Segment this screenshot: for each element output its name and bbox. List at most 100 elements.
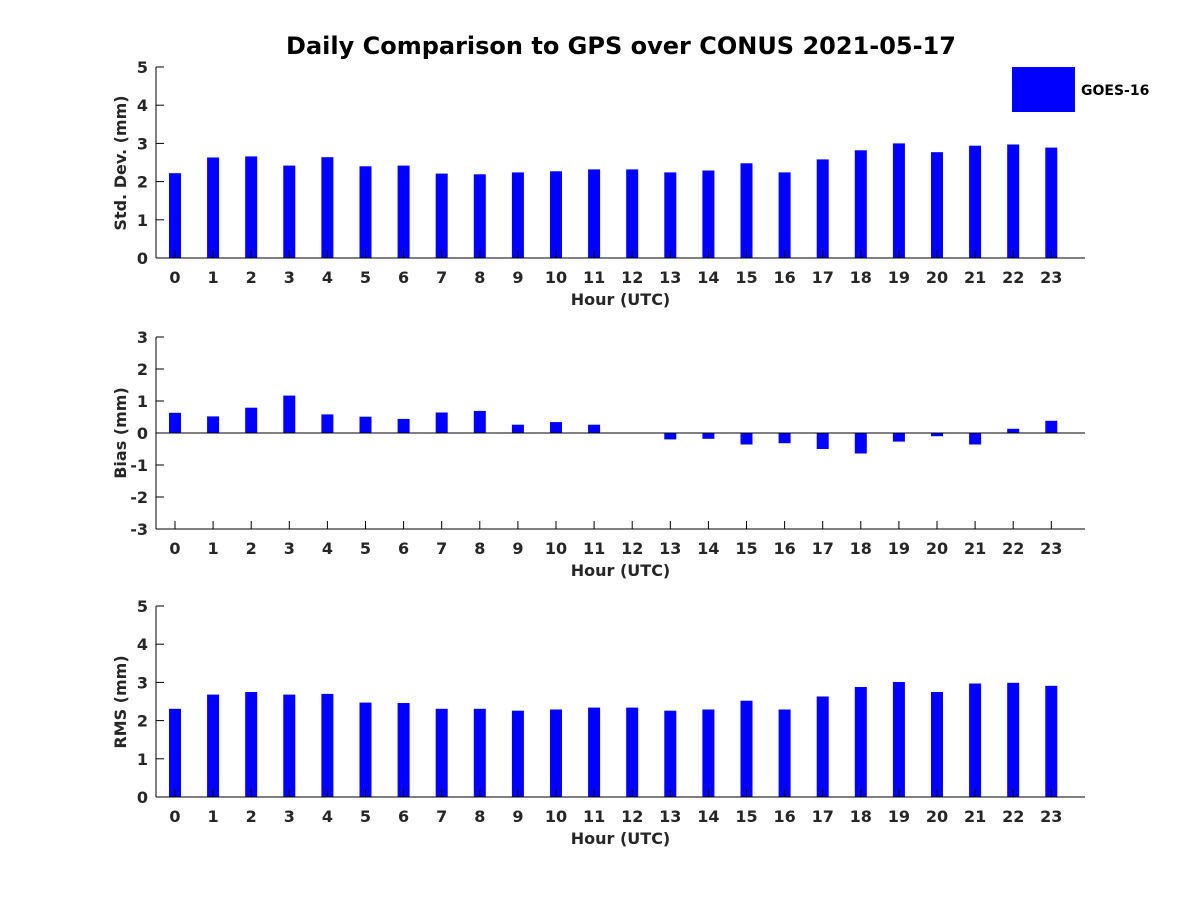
std-dev-x-tick-label: 1	[208, 268, 219, 287]
std-dev-x-tick-label: 13	[659, 268, 681, 287]
bias-bar	[1045, 420, 1058, 433]
bias-y-tick-label: 0	[137, 424, 148, 443]
bias-x-tick-label: 22	[1002, 539, 1024, 558]
rms-bar	[931, 692, 943, 797]
std-dev-y-tick-label: 5	[137, 58, 148, 77]
bias-bar	[816, 433, 829, 449]
bias-x-tick-label: 23	[1040, 539, 1062, 558]
std-dev-x-tick-label: 15	[735, 268, 757, 287]
std-dev-bar	[245, 156, 258, 258]
bias-x-tick-label: 7	[436, 539, 447, 558]
std-dev-x-tick-label: 14	[697, 268, 719, 287]
bias-x-tick-label: 8	[474, 539, 485, 558]
rms-x-tick-label: 23	[1040, 807, 1062, 826]
rms-bar	[702, 709, 715, 797]
std-dev-bar	[854, 150, 867, 258]
std-dev-x-tick-label: 8	[474, 268, 485, 287]
rms-bar	[740, 700, 753, 797]
bias-bar	[207, 416, 220, 433]
bias-x-tick-label: 2	[246, 539, 257, 558]
std-dev-bar	[816, 159, 829, 258]
std-dev-bar	[511, 172, 524, 258]
std-dev-x-tick-label: 0	[169, 268, 180, 287]
rms-x-label: Hour (UTC)	[571, 829, 671, 848]
rms-bar	[1007, 682, 1020, 797]
rms-bar	[169, 708, 181, 797]
rms-x-tick-label: 17	[812, 807, 834, 826]
rms-bar	[207, 694, 220, 797]
bias-x-tick-label: 15	[735, 539, 757, 558]
bias-bar	[702, 433, 715, 439]
rms-bar	[359, 702, 372, 797]
rms-bar	[969, 683, 982, 797]
bias-x-tick-label: 1	[208, 539, 219, 558]
bias-bar	[359, 416, 372, 433]
bias-x-tick-label: 6	[398, 539, 409, 558]
rms-bar	[283, 694, 296, 797]
rms-x-tick-label: 6	[398, 807, 409, 826]
std-dev-bar	[892, 143, 905, 258]
rms-y-tick-label: 3	[137, 673, 148, 692]
figure-title: Daily Comparison to GPS over CONUS 2021-…	[286, 32, 956, 60]
bias-x-tick-label: 20	[926, 539, 948, 558]
std-dev-y-tick-label: 1	[137, 211, 148, 230]
std-dev-x-tick-label: 22	[1002, 268, 1024, 287]
rms-x-tick-label: 22	[1002, 807, 1024, 826]
rms-x-tick-label: 8	[474, 807, 485, 826]
bias-bar	[588, 424, 601, 433]
rms-x-tick-label: 15	[735, 807, 757, 826]
rms-y-label: RMS (mm)	[111, 655, 130, 748]
bias-bar	[511, 424, 524, 433]
legend-label: GOES-16	[1081, 83, 1149, 99]
rms-x-tick-label: 21	[964, 807, 986, 826]
std-dev-bar	[473, 174, 486, 258]
std-dev-x-tick-label: 23	[1040, 268, 1062, 287]
bias-x-tick-label: 13	[659, 539, 681, 558]
std-dev-bar	[321, 157, 334, 258]
std-dev-x-tick-label: 16	[773, 268, 795, 287]
bias-bar	[283, 395, 296, 433]
bias-x-tick-label: 19	[888, 539, 910, 558]
std-dev-x-tick-label: 11	[583, 268, 605, 287]
rms-bar	[511, 710, 524, 797]
rms-x-tick-label: 14	[697, 807, 719, 826]
rms-x-tick-label: 20	[926, 807, 948, 826]
std-dev-y-tick-label: 4	[137, 96, 148, 115]
std-dev-bar	[283, 165, 296, 258]
legend-swatch	[1012, 67, 1075, 112]
std-dev-x-tick-label: 4	[322, 268, 333, 287]
rms-bar	[1045, 685, 1058, 797]
bias-y-tick-label: -1	[130, 456, 148, 475]
rms-x-tick-label: 4	[322, 807, 333, 826]
bias-x-tick-label: 11	[583, 539, 605, 558]
std-dev-x-tick-label: 19	[888, 268, 910, 287]
bias-y-tick-label: -2	[130, 488, 148, 507]
bias-x-tick-label: 12	[621, 539, 643, 558]
std-dev-bar	[359, 166, 372, 258]
bias-x-tick-label: 17	[812, 539, 834, 558]
rms-x-tick-label: 11	[583, 807, 605, 826]
rms-x-tick-label: 3	[284, 807, 295, 826]
rms-x-tick-label: 9	[512, 807, 523, 826]
std-dev-x-tick-label: 12	[621, 268, 643, 287]
rms-x-tick-label: 2	[246, 807, 257, 826]
bias-x-tick-label: 18	[850, 539, 872, 558]
rms-bar	[778, 709, 791, 797]
rms-bar	[588, 707, 601, 797]
bias-y-tick-label: 2	[137, 360, 148, 379]
bias-bar	[245, 407, 258, 433]
bias-bar	[969, 433, 982, 445]
rms-x-tick-label: 0	[169, 807, 180, 826]
bias-x-tick-label: 9	[512, 539, 523, 558]
bias-y-label: Bias (mm)	[111, 387, 130, 479]
std-dev-bar	[778, 172, 791, 258]
std-dev-bar	[1045, 147, 1058, 258]
std-dev-x-tick-label: 17	[812, 268, 834, 287]
rms-bar	[435, 708, 448, 797]
std-dev-bar	[550, 171, 562, 258]
bias-bar	[854, 433, 867, 454]
bias-bar	[321, 414, 334, 433]
rms-y-tick-label: 0	[137, 788, 148, 807]
bias-y-tick-label: 3	[137, 328, 148, 347]
